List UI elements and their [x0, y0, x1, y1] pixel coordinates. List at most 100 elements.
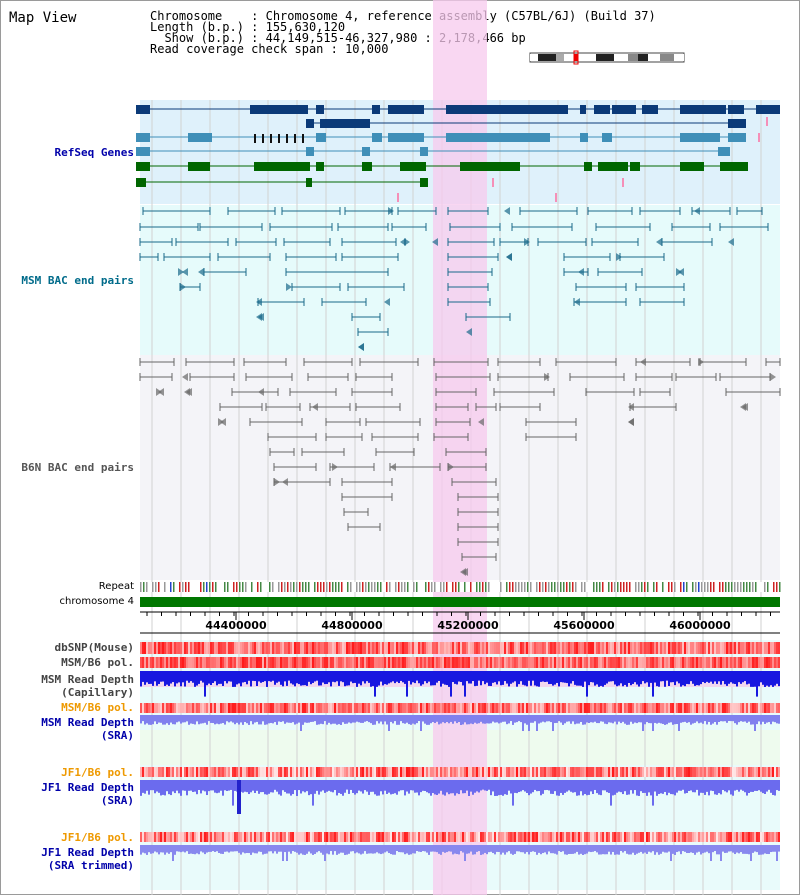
polymorphism-heat-cell — [732, 703, 734, 713]
read-depth-bar — [636, 671, 638, 685]
polymorphism-heat-cell — [438, 832, 440, 842]
polymorphism-heat-cell — [220, 657, 222, 668]
polymorphism-heat-cell — [726, 832, 728, 842]
polymorphism-heat-cell — [582, 767, 584, 777]
polymorphism-heat-cell — [164, 703, 166, 713]
polymorphism-heat-cell — [144, 832, 146, 842]
polymorphism-heat-cell — [568, 703, 570, 713]
read-depth-bar — [560, 671, 562, 683]
track-label-b6n-bac[interactable]: B6N BAC end pairs — [21, 461, 134, 474]
polymorphism-heat-cell — [270, 642, 272, 654]
read-depth-bar — [374, 671, 376, 697]
read-depth-bar — [508, 780, 510, 791]
read-depth-bar — [594, 715, 596, 722]
polymorphism-heat-cell — [640, 832, 642, 842]
polymorphism-heat-cell — [604, 832, 606, 842]
track-label-msm-bac[interactable]: MSM BAC end pairs — [21, 274, 134, 287]
read-depth-bar — [646, 715, 648, 723]
polymorphism-heat-cell — [364, 642, 366, 654]
read-depth-bar — [142, 845, 144, 853]
polymorphism-heat-cell — [664, 642, 666, 654]
polymorphism-heat-cell — [482, 642, 484, 654]
read-depth-bar — [724, 715, 726, 722]
polymorphism-heat-cell — [314, 703, 316, 713]
bac-end-arrow — [628, 403, 634, 411]
read-depth-bar — [340, 780, 342, 794]
read-depth-bar — [608, 671, 610, 682]
polymorphism-heat-cell — [168, 657, 170, 668]
polymorphism-heat-cell — [146, 657, 148, 668]
polymorphism-heat-cell — [192, 642, 194, 654]
polymorphism-heat-cell — [578, 642, 580, 654]
polymorphism-heat-cell — [772, 642, 774, 654]
read-depth-bar — [698, 780, 700, 796]
read-depth-bar — [206, 715, 208, 725]
polymorphism-heat-cell — [264, 657, 266, 668]
polymorphism-heat-cell — [344, 832, 346, 842]
polymorphism-heat-cell — [476, 657, 478, 668]
read-depth-bar — [224, 845, 226, 852]
repeat-mark — [638, 582, 640, 592]
polymorphism-heat-cell — [216, 657, 218, 668]
header-length-value: 155,630,120 — [265, 20, 346, 34]
repeat-mark — [686, 582, 688, 592]
read-depth-bar — [678, 780, 680, 791]
read-depth-bar — [558, 715, 560, 722]
read-depth-bar — [738, 671, 740, 683]
bac-end-arrow — [640, 358, 646, 366]
read-depth-bar — [316, 715, 318, 725]
read-depth-bar — [700, 671, 702, 685]
read-depth-bar — [160, 671, 162, 682]
read-depth-bar — [154, 845, 156, 852]
polymorphism-heat-cell — [224, 642, 226, 654]
read-depth-bar — [662, 845, 664, 852]
track-label-refseq[interactable]: RefSeq Genes — [54, 146, 134, 159]
polymorphism-heat-cell — [322, 767, 324, 777]
polymorphism-heat-cell — [276, 657, 278, 668]
read-depth-bar — [742, 671, 744, 683]
polymorphism-heat-cell — [562, 657, 564, 668]
polymorphism-heat-cell — [380, 657, 382, 668]
polymorphism-heat-cell — [678, 832, 680, 842]
polymorphism-heat-cell — [552, 767, 554, 777]
read-depth-bar — [292, 715, 294, 723]
repeat-mark — [572, 582, 574, 592]
polymorphism-heat-cell — [654, 703, 656, 713]
polymorphism-heat-cell — [660, 657, 662, 668]
read-depth-bar — [616, 715, 618, 725]
polymorphism-heat-cell — [266, 657, 268, 668]
polymorphism-heat-cell — [300, 657, 302, 668]
polymorphism-heat-cell — [302, 642, 304, 654]
polymorphism-heat-cell — [412, 703, 414, 713]
read-depth-bar — [738, 715, 740, 723]
read-depth-bar — [252, 671, 254, 681]
repeat-mark — [398, 582, 400, 592]
repeat-mark — [440, 582, 442, 592]
read-depth-bar — [656, 845, 658, 853]
polymorphism-heat-cell — [398, 657, 400, 668]
read-depth-bar — [578, 845, 580, 855]
read-depth-bar — [300, 845, 302, 854]
polymorphism-heat-cell — [674, 657, 676, 668]
polymorphism-heat-cell — [554, 703, 556, 713]
polymorphism-heat-cell — [490, 657, 492, 668]
read-depth-bar — [202, 845, 204, 853]
bac-end-arrow — [182, 268, 188, 276]
polymorphism-heat-cell — [714, 832, 716, 842]
read-depth-bar — [756, 671, 758, 697]
header-show-row: Show (b.p.) : 44,149,515-46,327,980 : 2,… — [150, 31, 526, 45]
repeat-mark — [452, 582, 454, 592]
read-depth-bar — [492, 671, 494, 683]
polymorphism-heat-cell — [536, 703, 538, 713]
read-depth-bar — [612, 671, 614, 682]
polymorphism-heat-cell — [570, 767, 572, 777]
read-depth-bar — [398, 715, 400, 725]
read-depth-bar — [454, 780, 456, 796]
polymorphism-heat-cell — [234, 767, 236, 777]
polymorphism-heat-cell — [314, 642, 316, 654]
repeat-mark — [236, 582, 238, 592]
read-depth-bar — [714, 780, 716, 795]
polymorphism-heat-cell — [442, 642, 444, 654]
polymorphism-heat-cell — [728, 703, 730, 713]
